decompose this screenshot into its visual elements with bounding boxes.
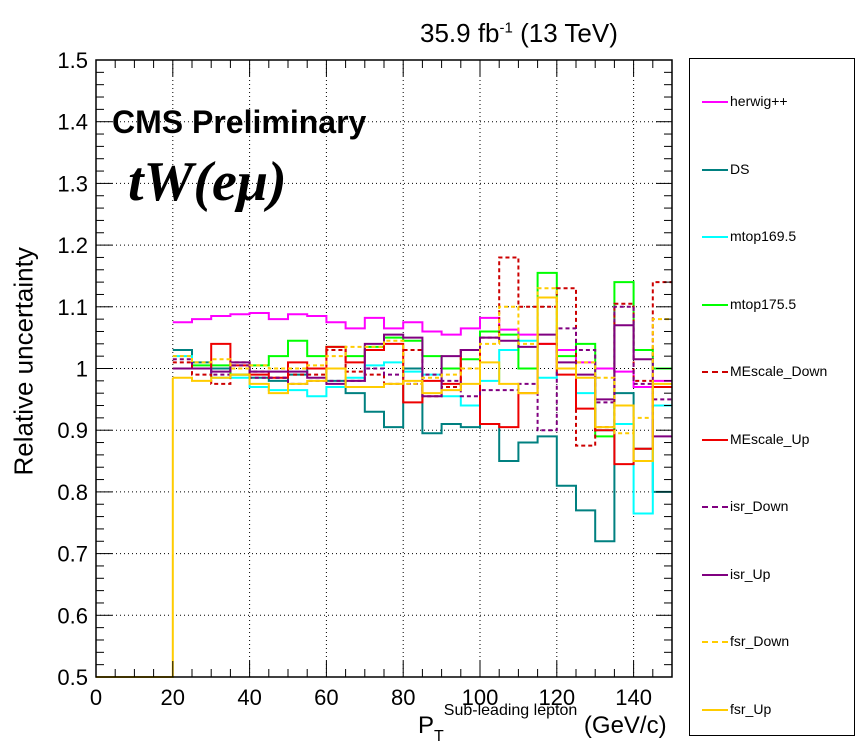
y-tick-label: 1	[76, 357, 88, 382]
y-axis-label: Relative uncertainty	[8, 247, 39, 476]
y-tick-label: 1.4	[57, 110, 88, 135]
legend: herwig++ DS mtop169.5 mtop175.5 MEscale_Down…	[689, 58, 855, 736]
lumi-exponent: -1	[499, 19, 513, 37]
legend-swatch	[702, 101, 728, 103]
y-tick-label: 0.5	[57, 665, 88, 690]
x-tick-label: 40	[237, 685, 261, 710]
legend-label: DS	[730, 160, 750, 177]
legend-swatch	[702, 303, 728, 306]
x-tick-label: 0	[90, 685, 102, 710]
x-tick-label: 80	[391, 685, 415, 710]
series-line-fsr_Up	[172, 296, 672, 463]
legend-swatch	[702, 708, 728, 711]
x-axis-label-unit: (GeV/c)	[577, 712, 667, 739]
legend-swatch	[702, 371, 728, 373]
legend-swatch	[702, 438, 728, 441]
luminosity-label: 35.9 fb-1 (13 TeV)	[420, 18, 618, 49]
legend-label: fsr_Down	[730, 633, 790, 649]
legend-item: isr_Up	[690, 560, 854, 590]
legend-label: MEscale_Down	[730, 363, 828, 379]
legend-item: MEscale_Down	[690, 357, 854, 387]
tick-labels: 0 20 40 60 80 100 120 140 0.5 0.6 0.7 0.8 0.9 1 1.1 1.2…	[57, 48, 652, 710]
x-axis-label-main: P	[418, 712, 435, 739]
y-tick-label: 1.3	[57, 171, 88, 196]
legend-label: isr_Down	[730, 498, 789, 514]
x-axis-label-sub: T	[434, 728, 444, 745]
x-tick-label: 20	[161, 685, 185, 710]
y-tick-label: 0.6	[57, 603, 88, 628]
y-tick-label: 1.1	[57, 295, 88, 320]
legend-swatch	[702, 236, 728, 238]
legend-swatch	[702, 168, 728, 171]
y-tick-label: 0.9	[57, 418, 88, 443]
energy-label: (13 TeV)	[512, 18, 618, 48]
series-line-fsr_Up-edge	[96, 377, 174, 678]
legend-swatch	[702, 506, 728, 508]
legend-label: isr_Up	[730, 565, 771, 582]
y-tick-label: 1.5	[57, 48, 88, 73]
y-tick-label: 1.2	[57, 233, 88, 258]
legend-item: isr_Down	[690, 492, 854, 522]
series-line-MEscale_Down	[172, 256, 672, 447]
legend-item: DS	[690, 155, 854, 185]
legend-item: mtop175.5	[690, 290, 854, 320]
y-tick-label: 0.7	[57, 542, 88, 567]
lumi-value: 35.9 fb	[420, 18, 500, 48]
x-tick-label: 60	[314, 685, 338, 710]
series-line-fsr_Down	[172, 287, 672, 435]
cms-label: CMS Preliminary	[112, 104, 367, 140]
x-tick-label: 140	[615, 685, 652, 710]
x-axis-label-sup: Sub-leading lepton	[443, 702, 578, 719]
legend-item: MEscale_Up	[690, 425, 854, 455]
y-tick-label: 0.8	[57, 480, 88, 505]
legend-item: fsr_Up	[690, 695, 854, 725]
x-axis-label: PT Sub-leading lepton (GeV/c)	[418, 702, 667, 745]
legend-swatch	[702, 573, 728, 576]
legend-item: mtop169.5	[690, 222, 854, 252]
legend-label: MEscale_Up	[730, 430, 810, 447]
legend-item: fsr_Down	[690, 627, 854, 657]
x-tick-label: 120	[538, 685, 575, 710]
axis-ticks	[95, 59, 673, 678]
process-label: tW(eμ)	[128, 151, 287, 213]
series-group	[96, 256, 672, 678]
legend-label: fsr_Up	[730, 700, 772, 717]
legend-swatch	[702, 641, 728, 643]
legend-label: herwig++	[730, 93, 788, 109]
legend-label: mtop175.5	[730, 295, 797, 312]
legend-item: herwig++	[690, 87, 854, 117]
legend-label: mtop169.5	[730, 228, 797, 244]
x-tick-label: 100	[462, 685, 499, 710]
